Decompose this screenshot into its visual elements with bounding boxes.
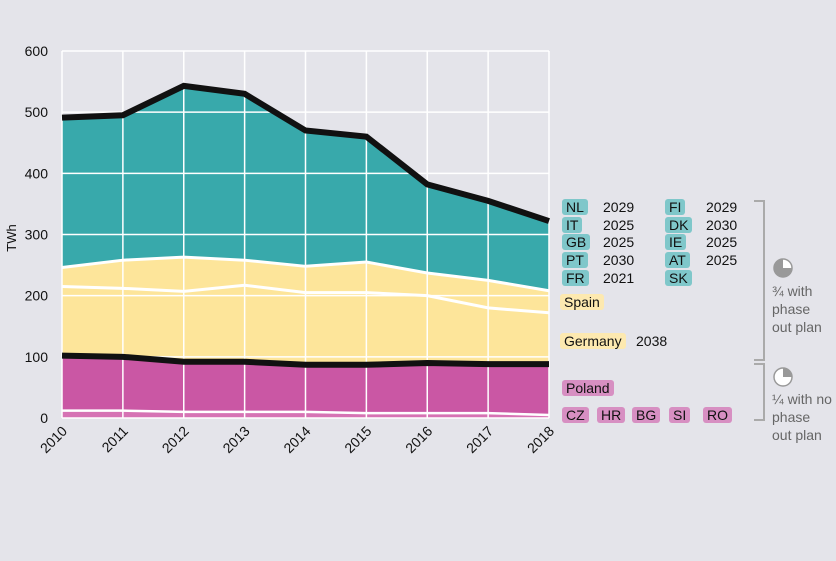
legend-country-ie: IE [665, 234, 687, 251]
y-tick-label: 400 [25, 165, 49, 181]
phase-out-year: 2021 [603, 269, 635, 286]
y-tick-label: 0 [40, 410, 48, 426]
y-tick-label: 100 [25, 349, 49, 365]
phase-out-year: 2029 [603, 199, 635, 215]
x-tick-label: 2012 [159, 423, 192, 456]
legend-country-hr: HR [597, 407, 626, 423]
phase-out-year: 2025 [603, 216, 635, 233]
phase-out-year: 2025 [706, 234, 738, 251]
phase-out-year: 2029 [706, 199, 738, 215]
y-axis-label: TWh [4, 224, 19, 251]
y-tick-label: 200 [25, 288, 49, 304]
x-tick-label: 2015 [341, 423, 374, 456]
y-tick-label: 600 [25, 43, 49, 59]
bracket-phase-out [754, 200, 765, 361]
line-germany [61, 283, 550, 315]
legend-country-gb: GB [562, 234, 591, 251]
legend-germany: Germany [560, 333, 626, 349]
phase-out-year: 2025 [603, 234, 635, 251]
legend-country-pt: PT [562, 252, 588, 269]
legend-poland: Poland [562, 380, 614, 396]
line-total [61, 82, 550, 224]
legend-country-fi: FI [665, 199, 686, 215]
y-tick-label: 500 [25, 104, 49, 120]
x-tick-label: 2013 [219, 423, 252, 456]
quarter-pie-icon [772, 366, 794, 393]
x-tick-label: 2016 [402, 423, 435, 456]
x-tick-label: 2017 [463, 423, 496, 456]
no-phase-out-plan-annotation: ¼ with no phase out plan [772, 391, 832, 443]
line-poland [61, 352, 549, 368]
legend-country-fr: FR [562, 269, 589, 286]
legend-country-sk: SK [665, 269, 692, 286]
x-tick-label: 2018 [524, 423, 557, 456]
phase-out-year: 2025 [706, 252, 738, 269]
phase-out-year: 2030 [706, 216, 738, 233]
y-tick-label: 300 [25, 227, 49, 243]
legend-country-it: IT [562, 216, 583, 233]
line-spain [61, 255, 550, 293]
line-other-small [62, 409, 550, 417]
phase-out-year: 2038 [636, 333, 668, 349]
bracket-no-phase-out [754, 363, 765, 421]
legend-country-ro: RO [703, 407, 732, 423]
phase-out-year: 2030 [603, 252, 635, 269]
x-tick-label: 2011 [98, 423, 131, 456]
x-tick-label: 2010 [37, 423, 70, 456]
x-tick-label: 2014 [280, 423, 313, 456]
three-quarter-pie-icon [772, 257, 794, 284]
legend-country-bg: BG [632, 407, 661, 423]
legend-country-at: AT [665, 252, 690, 269]
legend-country-cz: CZ [562, 407, 589, 423]
phase-out-plan-annotation: ¾ with phase out plan [772, 283, 822, 335]
legend-spain: Spain [560, 294, 604, 310]
legend-country-si: SI [669, 407, 691, 423]
legend-country-dk: DK [665, 216, 693, 233]
legend-country-nl: NL [562, 199, 588, 215]
